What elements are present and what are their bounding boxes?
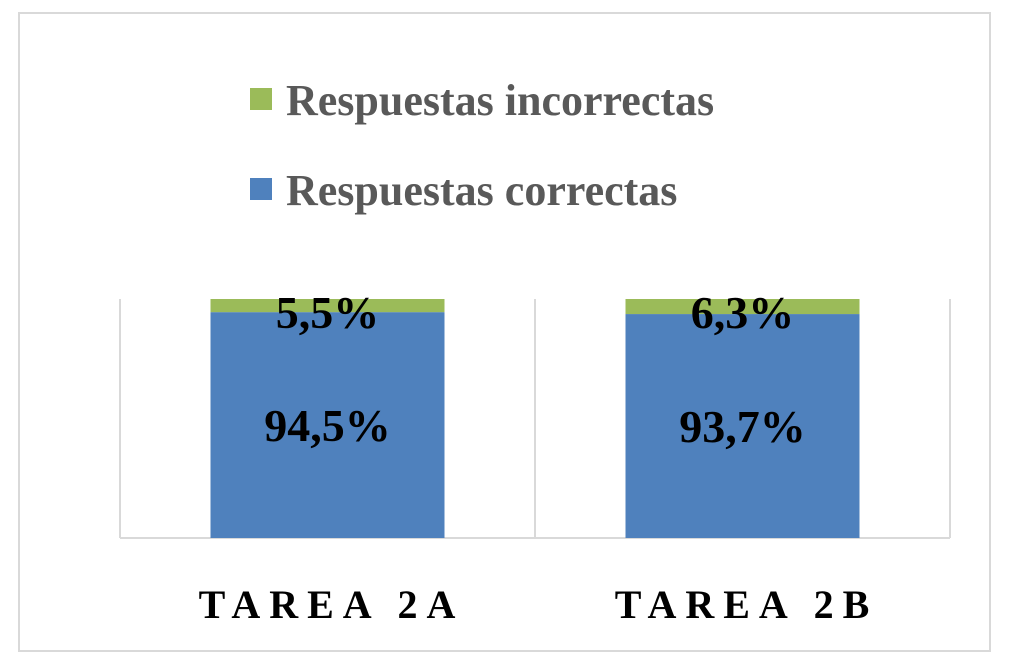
bar-respuestas-incorrectas-tarea-2a xyxy=(210,299,445,313)
data-label-respuestas-incorrectas-tarea-2a: 5,5% xyxy=(276,287,380,338)
data-label-respuestas-correctas-tarea-2b: 93,7% xyxy=(679,401,806,452)
data-label-respuestas-correctas-tarea-2a: 94,5% xyxy=(264,400,391,451)
legend-swatch-respuestas-correctas xyxy=(250,178,272,200)
legend-label-respuestas-correctas: Respuestas correctas xyxy=(286,166,677,215)
bar-respuestas-incorrectas-tarea-2b xyxy=(625,299,860,315)
legend-swatch-respuestas-incorrectas xyxy=(250,88,272,110)
category-label-tarea-2a: TAREA 2A xyxy=(199,582,465,627)
legend-label-respuestas-incorrectas: Respuestas incorrectas xyxy=(286,76,714,125)
category-label-tarea-2b: TAREA 2B xyxy=(615,582,879,627)
data-label-respuestas-incorrectas-tarea-2b: 6,3% xyxy=(691,287,795,338)
bar-respuestas-correctas-tarea-2b xyxy=(625,314,860,538)
bar-respuestas-correctas-tarea-2a xyxy=(210,312,445,538)
